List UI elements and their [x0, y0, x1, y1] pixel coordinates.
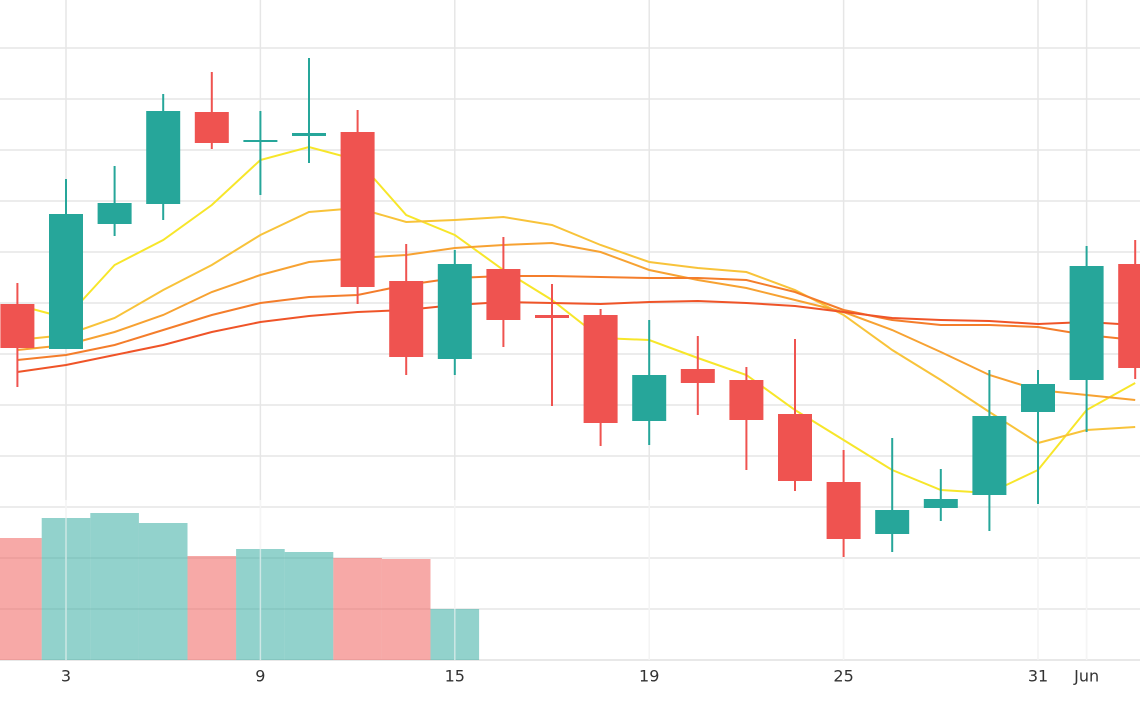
- volume-bar: [0, 538, 42, 660]
- candle-body: [194, 112, 229, 143]
- candle-body: [340, 132, 375, 287]
- x-tick-label: 25: [833, 667, 853, 686]
- volume-bar: [138, 523, 188, 660]
- candle-body: [923, 499, 958, 508]
- candle-body: [49, 214, 83, 349]
- candle-body: [389, 281, 424, 357]
- moving-average-line: [17, 145, 1136, 495]
- x-tick-label: 9: [255, 667, 265, 686]
- moving-average-line: [17, 299, 1136, 373]
- x-tick-label: 3: [61, 667, 71, 686]
- candle-body: [437, 264, 472, 359]
- candle-body: [826, 482, 861, 539]
- candle-body: [1069, 266, 1104, 380]
- candle-body: [486, 269, 521, 320]
- volume-bar: [90, 513, 139, 660]
- candle-body: [583, 315, 618, 423]
- moving-average-line: [17, 206, 1136, 445]
- candle-body: [146, 111, 181, 204]
- candle-body: [729, 380, 764, 420]
- candle-body: [632, 375, 667, 421]
- candle-body: [292, 133, 326, 136]
- moving-average-line: [17, 241, 1136, 401]
- volume-bar: [187, 556, 237, 660]
- x-tick-label: 19: [639, 667, 659, 686]
- candle-body: [972, 416, 1007, 495]
- x-tick-label: Jun: [1073, 667, 1099, 686]
- candle-body: [1118, 264, 1140, 368]
- candle-body: [97, 203, 132, 224]
- candle-body: [243, 140, 278, 142]
- x-tick-label: 31: [1028, 667, 1048, 686]
- candle-body: [535, 315, 569, 318]
- candle-body: [875, 510, 910, 534]
- candle-body: [778, 414, 812, 481]
- volume-bar: [333, 558, 382, 660]
- candle-body: [0, 304, 35, 348]
- candle-body: [1021, 384, 1055, 412]
- candle-body: [680, 369, 715, 383]
- volume-bar: [284, 552, 334, 660]
- x-tick-label: 15: [445, 667, 465, 686]
- moving-average-line: [17, 275, 1136, 361]
- volume-bar: [381, 559, 431, 660]
